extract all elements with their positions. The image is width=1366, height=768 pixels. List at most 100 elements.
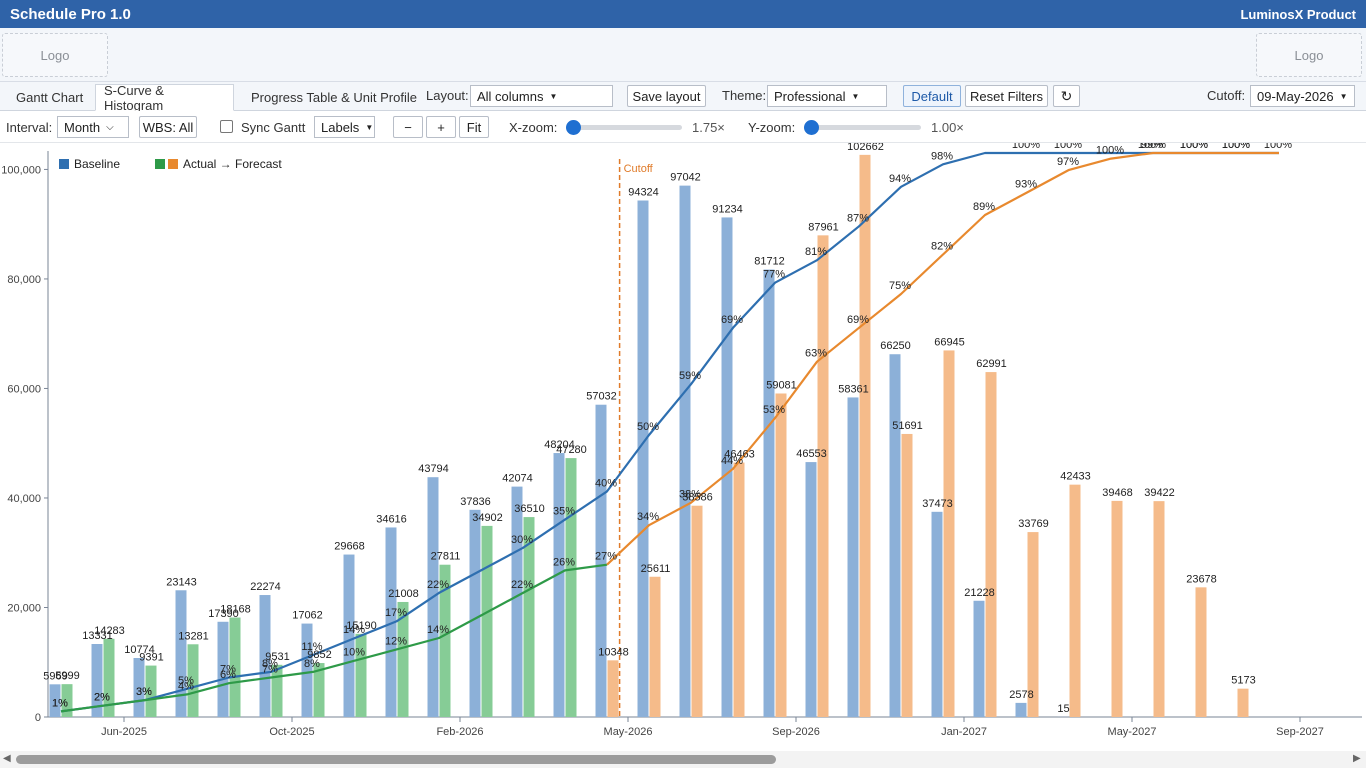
zoom-fit-button[interactable]: Fit [459, 116, 489, 138]
labels-select[interactable]: Labels ▼ [314, 116, 375, 138]
xzoom-slider[interactable] [566, 125, 682, 130]
baseline-bar [721, 217, 733, 717]
baseline-curve-pct-label: 11% [301, 641, 322, 653]
logo-row: Logo Logo [0, 28, 1366, 82]
chart-axes: 0 20,000 40,000 60,000 80,000 100,000 Jun-2025… [1, 151, 1362, 738]
forecast-curve-pct-label: 100% [1222, 143, 1250, 151]
forecast-bar [901, 433, 913, 717]
actual-curve-pct-label: 26% [553, 556, 575, 568]
forecast-bar [775, 393, 787, 717]
scroll-right-icon[interactable]: ▶ [1353, 753, 1361, 764]
tab-progress-table[interactable]: Progress Table & Unit Profile [251, 90, 417, 105]
tab-s-curve-histogram[interactable]: S-Curve & Histogram [95, 83, 234, 113]
actual-curve-pct-label: 10% [343, 647, 365, 659]
chevron-down-icon: ▼ [549, 91, 558, 101]
baseline-curve-pct-label: 94% [889, 173, 911, 185]
baseline-bar-value-label: 34616 [376, 513, 407, 525]
baseline-curve-pct-label: 17% [385, 607, 407, 619]
forecast-curve-pct-label: 100% [1096, 145, 1124, 157]
baseline-curve-pct-label: 5% [178, 675, 194, 687]
forecast-bar-value-label: 46463 [724, 449, 755, 461]
baseline-bar-value-label: 91234 [712, 203, 743, 215]
baseline-bar-value-label: 46553 [796, 448, 827, 460]
sync-gantt-checkbox[interactable] [220, 120, 233, 133]
baseline-bar-value-label: 57032 [586, 391, 617, 403]
y-tick-label: 20,000 [7, 602, 41, 614]
forecast-curve-pct-label: 53% [763, 404, 785, 416]
actual-bar [355, 633, 367, 717]
y-tick-label: 60,000 [7, 383, 41, 395]
actual-bar [565, 458, 577, 717]
wbs-filter-button[interactable]: WBS: All [139, 116, 197, 138]
forecast-curve-pct-label: 38% [679, 489, 701, 501]
baseline-bar-value-label: 37473 [922, 498, 953, 510]
actual-bar [313, 663, 325, 717]
save-layout-button[interactable]: Save layout [627, 85, 706, 107]
logo-left: Logo [2, 33, 108, 77]
interval-select[interactable]: Month ⌵ [57, 116, 129, 138]
chevron-down-icon: ▼ [851, 91, 860, 101]
actual-bar-value-label: 34902 [472, 512, 503, 524]
zoom-in-button[interactable]: + [426, 116, 456, 138]
yzoom-slider[interactable] [804, 125, 921, 130]
forecast-bar [607, 660, 619, 717]
baseline-bar-value-label: 13331 [82, 630, 113, 642]
baseline-bar-value-label: 97042 [670, 172, 701, 184]
chart-bars [49, 154, 1249, 717]
forecast-bar-value-label: 25611 [641, 563, 671, 575]
theme-select[interactable]: Professional ▼ [767, 85, 887, 107]
forecast-bar [1195, 587, 1207, 717]
baseline-bar-value-label: 17062 [292, 610, 323, 622]
actual-curve-pct-label: 14% [427, 624, 449, 636]
baseline-bar [259, 595, 271, 717]
baseline-curve-pct-label: 100% [1264, 143, 1292, 151]
horizontal-scrollbar[interactable]: ◀ ▶ [0, 751, 1366, 768]
actual-curve-pct-label: 3% [136, 686, 152, 698]
baseline-curve-pct-label: 50% [637, 421, 659, 433]
refresh-icon[interactable]: ↻ [1053, 85, 1080, 107]
x-tick-label: Sep-2027 [1276, 726, 1324, 738]
layout-label: Layout: [426, 88, 469, 103]
forecast-bar-value-label: 38586 [682, 492, 713, 504]
forecast-bar [1111, 500, 1123, 717]
s-curves [60, 151, 1279, 713]
zoom-out-button[interactable]: − [393, 116, 423, 138]
yzoom-slider-thumb[interactable] [804, 120, 819, 135]
layout-select[interactable]: All columns ▼ [470, 85, 613, 107]
forecast-bar-value-label: 23678 [1186, 573, 1217, 585]
actual-bar-value-label: 18168 [220, 604, 251, 616]
baseline-curve-pct-label: 87% [847, 212, 869, 224]
x-tick-label: May-2027 [1108, 726, 1157, 738]
forecast-curve-pct-label: 100% [1180, 143, 1208, 151]
baseline-bar [343, 554, 355, 717]
baseline-bar-value-label: 21228 [964, 587, 995, 599]
baseline-bar [637, 200, 649, 717]
default-theme-button[interactable]: Default [903, 85, 961, 107]
cutoff-date-select[interactable]: 09-May-2026 ▼ [1250, 85, 1355, 107]
xzoom-slider-thumb[interactable] [566, 120, 581, 135]
forecast-bar-value-label: 5173 [1231, 675, 1255, 687]
actual-bar [187, 644, 199, 717]
actual-bar [61, 684, 73, 717]
baseline-curve-pct-label: 30% [511, 534, 533, 546]
forecast-bar-value-label: 51691 [892, 420, 923, 432]
baseline-bar-value-label: 94324 [628, 187, 659, 199]
xzoom-value: 1.75× [692, 120, 725, 135]
actual-curve-pct-label: 4% [178, 680, 194, 692]
scroll-left-icon[interactable]: ◀ [3, 753, 11, 764]
actual-bar-value-label: 9531 [265, 651, 289, 663]
interval-select-value: Month [64, 119, 101, 135]
forecast-curve-pct-label: 63% [805, 348, 827, 360]
scrollbar-thumb[interactable] [16, 755, 776, 764]
baseline-curve-pct-label: 100% [1012, 143, 1040, 151]
forecast-bar-value-label: 62991 [976, 358, 1007, 370]
baseline-bar [805, 462, 817, 717]
reset-filters-button[interactable]: Reset Filters [965, 85, 1048, 107]
legend-actual-swatch [155, 159, 165, 169]
actual-bar-value-label: 15190 [346, 620, 377, 632]
forecast-curve-pct-label: 44% [721, 455, 743, 467]
app-title: Schedule Pro 1.0 [10, 5, 131, 23]
x-tick-label: May-2026 [604, 726, 653, 738]
tab-gantt-chart[interactable]: Gantt Chart [16, 90, 84, 105]
